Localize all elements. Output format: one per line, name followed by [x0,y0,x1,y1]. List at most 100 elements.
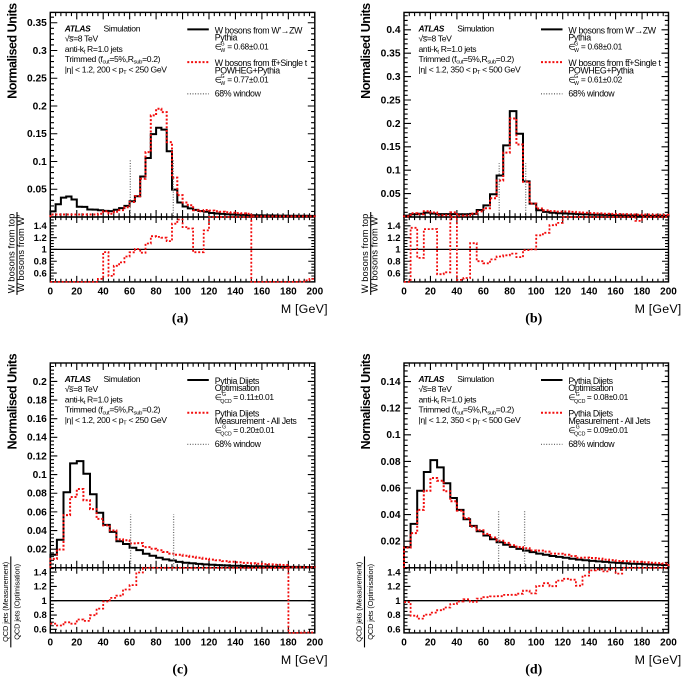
svg-text:Pythia: Pythia [215,33,238,43]
svg-text:M [GeV]: M [GeV] [281,302,328,316]
svg-text:Simulation: Simulation [457,23,494,33]
svg-text:Trimmed (fcut=5%,Rsub=0.2): Trimmed (fcut=5%,Rsub=0.2) [65,405,161,417]
svg-text:80: 80 [504,637,516,648]
svg-text:W bosons from W′: W bosons from W′ [16,215,26,292]
svg-text:200: 200 [660,286,677,297]
svg-text:0: 0 [48,637,54,648]
svg-text:ATLAS: ATLAS [418,374,445,384]
svg-text:Measurement - All Jets: Measurement - All Jets [568,416,651,426]
svg-text:1.4: 1.4 [34,567,48,578]
svg-text:40: 40 [98,286,110,297]
svg-text:180: 180 [634,286,651,297]
svg-text:(a): (a) [172,312,189,327]
svg-text:160: 160 [254,286,271,297]
svg-text:0.25: 0.25 [27,74,47,85]
svg-text:W: W [574,48,579,54]
svg-text:W bosons from W′→ZW: W bosons from W′→ZW [215,25,303,35]
svg-text:= 0.20±0.01: = 0.20±0.01 [233,425,275,435]
svg-text:0.16: 0.16 [27,414,47,425]
svg-text:20: 20 [71,286,83,297]
svg-text:0.06: 0.06 [27,507,47,518]
svg-text:0.6: 0.6 [387,625,400,636]
svg-text:0.6: 0.6 [387,268,400,279]
svg-text:60: 60 [478,637,490,648]
svg-text:0.06: 0.06 [381,483,401,494]
svg-text:100: 100 [528,286,545,297]
svg-text:0.12: 0.12 [27,451,47,462]
svg-text:∈: ∈ [568,75,575,84]
svg-text:QCD: QCD [574,432,586,438]
svg-text:0.4: 0.4 [386,25,400,36]
svg-text:W bosons from tt̅+Single t: W bosons from tt̅+Single t [568,58,661,68]
svg-text:G: G [576,425,580,431]
svg-text:Pythia Dijets: Pythia Dijets [215,409,260,419]
svg-text:POWHEG+Pythia: POWHEG+Pythia [215,65,281,75]
svg-text:200: 200 [306,286,323,297]
svg-text:68% window: 68% window [215,439,262,449]
svg-text:100: 100 [528,637,545,648]
svg-text:Simulation: Simulation [104,23,141,33]
svg-text:68% window: 68% window [215,89,262,99]
svg-text:0.15: 0.15 [27,129,47,140]
svg-text:anti-kt R=1.0 jets: anti-kt R=1.0 jets [419,44,477,56]
svg-text:1.4: 1.4 [34,221,48,232]
svg-text:0.6: 0.6 [34,625,47,636]
svg-text:140: 140 [581,637,598,648]
svg-text:0.1: 0.1 [386,166,400,177]
svg-text:0.02: 0.02 [381,537,401,548]
svg-text:ATLAS: ATLAS [64,374,91,384]
svg-text:0.8: 0.8 [387,610,400,621]
svg-text:180: 180 [280,637,297,648]
svg-text:M [GeV]: M [GeV] [635,653,682,667]
svg-text:0.2: 0.2 [386,119,400,130]
svg-text:Pythia Dijets: Pythia Dijets [568,376,613,386]
svg-text:ATLAS: ATLAS [64,23,91,33]
svg-text:anti-kt R=1.0 jets: anti-kt R=1.0 jets [65,394,123,406]
svg-text:anti-kt R=1.0 jets: anti-kt R=1.0 jets [419,394,477,406]
svg-text:POWHEG+Pythia: POWHEG+Pythia [568,65,634,75]
svg-text:W bosons from tt̅+Single t: W bosons from tt̅+Single t [215,58,308,68]
svg-text:QCD: QCD [574,399,586,405]
svg-text:0.3: 0.3 [33,46,47,57]
svg-text:√s̅=8 TeV: √s̅=8 TeV [65,34,99,44]
svg-text:0.18: 0.18 [27,395,47,406]
svg-text:160: 160 [607,637,624,648]
svg-text:0.1: 0.1 [386,430,400,441]
svg-text:= 0.09±0.01: = 0.09±0.01 [587,425,629,435]
svg-text:60: 60 [478,286,490,297]
svg-text:= 0.61±0.02: = 0.61±0.02 [581,74,623,84]
svg-text:1.4: 1.4 [387,567,401,578]
svg-text:G: G [221,74,225,80]
svg-text:QCD: QCD [220,432,232,438]
svg-text:0.1: 0.1 [33,470,47,481]
svg-text:(b): (b) [525,312,542,327]
svg-text:0.12: 0.12 [381,404,401,415]
svg-text:40: 40 [451,637,463,648]
svg-text:Trimmed (fcut=5%,Rsub=0.2): Trimmed (fcut=5%,Rsub=0.2) [65,54,161,66]
svg-text:0.8: 0.8 [387,256,400,267]
svg-text:0: 0 [401,286,407,297]
svg-text:∈: ∈ [215,426,222,435]
svg-text:120: 120 [201,286,218,297]
svg-text:√s̅=8 TeV: √s̅=8 TeV [65,384,99,394]
svg-text:40: 40 [451,286,463,297]
svg-text:W bosons from top: W bosons from top [360,214,370,294]
svg-text:140: 140 [227,637,244,648]
svg-text:W bosons from W′: W bosons from W′ [370,215,380,292]
svg-text:160: 160 [607,286,624,297]
svg-text:20: 20 [425,637,437,648]
svg-text:G: G [574,41,578,47]
svg-text:∈: ∈ [215,43,222,52]
svg-text:QCD jets (Optimisation): QCD jets (Optimisation) [366,564,375,640]
svg-text:80: 80 [151,286,163,297]
svg-text:100: 100 [174,286,191,297]
svg-text:0.04: 0.04 [381,510,401,521]
svg-text:0.05: 0.05 [27,185,47,196]
svg-text:∈: ∈ [215,75,222,84]
svg-text:120: 120 [201,637,218,648]
svg-text:68% window: 68% window [568,439,615,449]
svg-text:200: 200 [660,637,677,648]
svg-text:1.2: 1.2 [34,233,47,244]
svg-text:Trimmed (fcut=5%,Rsub=0.2): Trimmed (fcut=5%,Rsub=0.2) [419,54,515,66]
svg-text:|η| < 1.2, 350 < pT < 500 GeV: |η| < 1.2, 350 < pT < 500 GeV [419,64,521,76]
